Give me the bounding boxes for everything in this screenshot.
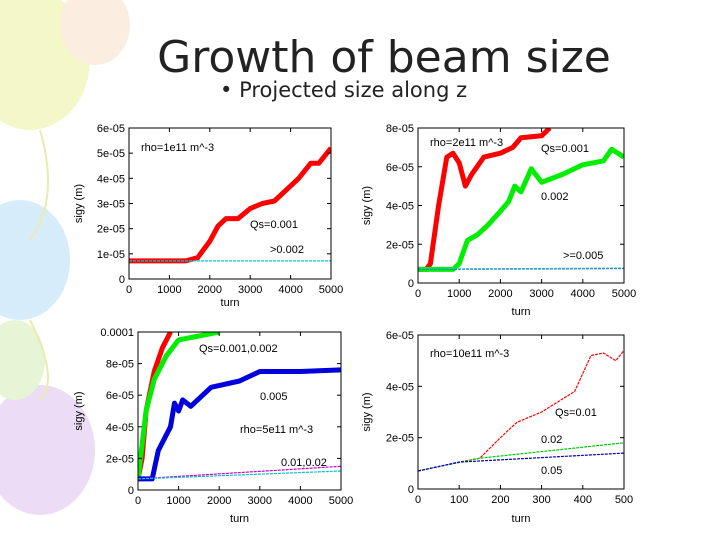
y-tick-label: 6e-05 <box>386 330 414 342</box>
y-tick-label: 3e-05 <box>97 199 125 211</box>
y-tick-label: 0.0001 <box>100 327 134 339</box>
x-tick-label: 0 <box>135 495 141 507</box>
x-tick-label: 3000 <box>238 284 262 296</box>
y-tick-label: 4e-05 <box>386 201 414 213</box>
x-tick-label: 300 <box>532 494 550 506</box>
bullet-text: Projected size along z <box>239 78 468 102</box>
x-tick-label: 5000 <box>329 495 353 507</box>
y-tick-label: 8e-05 <box>386 123 414 135</box>
y-tick-label: 2e-05 <box>386 433 414 445</box>
y-tick-label: 6e-05 <box>106 390 134 402</box>
annotation-label: 0.02 <box>541 434 562 446</box>
bullet-point: • Projected size along z <box>220 78 468 102</box>
y-tick-label: 0 <box>408 484 414 496</box>
x-tick-label: 2000 <box>207 495 231 507</box>
annotation-label: 0.005 <box>260 391 288 403</box>
y-tick-label: 0 <box>119 274 125 286</box>
x-axis-label: turn <box>512 513 531 525</box>
plot-frame <box>137 331 342 491</box>
balloon-purple <box>0 385 95 515</box>
chart-3: 0 1000 2000 3000 4000 5000 0 2e-05 4e-05 6e-05 8e-… <box>73 327 353 525</box>
annotation-label: Qs=0.001,0.002 <box>199 343 278 355</box>
x-tick-label: 5000 <box>612 288 636 300</box>
x-tick-label: 1000 <box>166 495 190 507</box>
x-axis-label: turn <box>230 513 249 525</box>
x-tick-label: 3000 <box>529 288 553 300</box>
series-line-2 <box>418 442 624 472</box>
y-tick-label: 2e-05 <box>106 453 134 465</box>
x-tick-label: 4000 <box>571 288 595 300</box>
x-tick-label: 0 <box>415 288 421 300</box>
y-axis-label: sigy (m) <box>73 391 85 430</box>
x-tick-label: 1000 <box>157 284 181 296</box>
annotation-label: Qs=0.001 <box>250 219 298 231</box>
y-tick-label: 1e-05 <box>97 249 125 261</box>
x-tick-label: 100 <box>450 494 468 506</box>
x-axis-label: turn <box>221 297 240 309</box>
y-axis-label: sigy (m) <box>73 184 85 223</box>
plot-frame <box>417 334 625 490</box>
x-tick-label: 2000 <box>198 284 222 296</box>
y-tick-label: 6e-05 <box>97 123 125 135</box>
y-tick-label: 0 <box>408 278 414 290</box>
y-tick-label: 8e-05 <box>106 359 134 371</box>
x-axis-label: turn <box>512 306 531 318</box>
annotation-label: Qs=0.01 <box>555 407 597 419</box>
annotation-label: 0.01,0.02 <box>281 457 327 469</box>
y-axis-label: sigy (m) <box>361 186 373 225</box>
annotation-label: Qs=0.001 <box>541 143 589 155</box>
y-axis-label: sigy (m) <box>361 392 373 431</box>
series-line-2 <box>138 332 220 480</box>
balloon-peach <box>60 0 130 65</box>
annotation-label: rho=2e11 m^-3 <box>430 137 503 149</box>
x-tick-label: 3000 <box>248 495 272 507</box>
chart-2: 0 1000 2000 3000 4000 5000 0 2e-05 4e-05 6e-05 8e-… <box>361 123 636 318</box>
y-tick-label: 5e-05 <box>97 148 125 160</box>
y-tick-label: 4e-05 <box>97 173 125 185</box>
series-line-5 <box>138 470 341 480</box>
x-tick-label: 1000 <box>447 288 471 300</box>
slide-title: Growth of beam size <box>157 32 611 83</box>
series-line-4 <box>138 465 341 480</box>
x-tick-label: 0 <box>415 494 421 506</box>
x-tick-label: 200 <box>491 494 509 506</box>
series-line-2 <box>418 146 624 272</box>
series-line-1 <box>129 146 331 264</box>
chart-4: 0 100 200 300 400 500 0 2e-05 4e-05 6e-05 turn sigy… <box>361 330 633 525</box>
y-tick-label: 6e-05 <box>386 162 414 174</box>
annotation-label: >=0.005 <box>563 250 603 262</box>
y-tick-label: 4e-05 <box>106 422 134 434</box>
balloon-green <box>0 320 45 400</box>
x-tick-label: 4000 <box>278 284 302 296</box>
annotation-label: rho=1e11 m^-3 <box>141 142 214 154</box>
y-tick-label: 2e-05 <box>97 224 125 236</box>
series-line-1 <box>418 128 552 272</box>
x-tick-label: 0 <box>126 284 132 296</box>
series-line-3 <box>138 367 341 482</box>
x-tick-label: 400 <box>574 494 592 506</box>
series-line-4 <box>418 267 624 270</box>
x-tick-label: 500 <box>615 494 633 506</box>
annotation-label: rho=5e11 m^-3 <box>240 424 313 436</box>
y-tick-label: 2e-05 <box>386 239 414 251</box>
x-tick-label: 5000 <box>319 284 343 296</box>
annotation-label: rho=10e11 m^-3 <box>430 348 509 360</box>
x-tick-label: 4000 <box>288 495 312 507</box>
series-line-3 <box>418 452 624 472</box>
y-tick-label: 0 <box>128 485 134 497</box>
annotation-label: 0.05 <box>541 465 562 477</box>
y-tick-label: 4e-05 <box>386 381 414 393</box>
x-tick-label: 2000 <box>488 288 512 300</box>
balloon-blue <box>0 200 70 320</box>
annotation-label: >0.002 <box>270 244 304 256</box>
balloon-strings <box>29 129 49 401</box>
annotation-label: 0.002 <box>541 191 569 203</box>
chart-1: 0 1000 2000 3000 4000 5000 0 1e-05 2e-05 3e-05 4e-… <box>73 123 343 309</box>
